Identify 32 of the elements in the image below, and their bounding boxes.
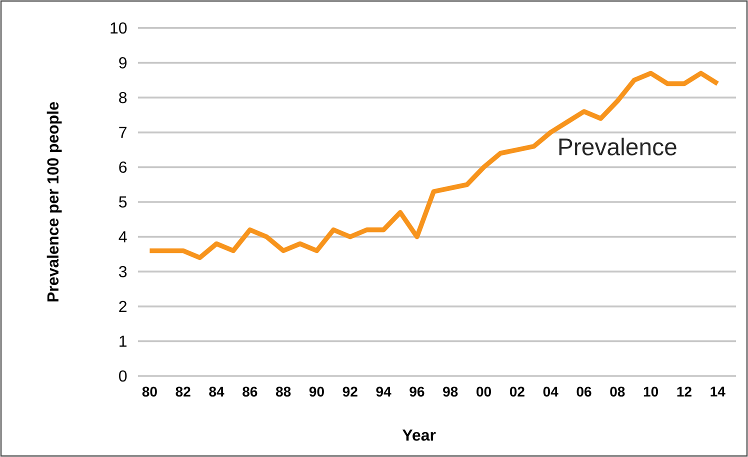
x-tick-label: 00 [476,386,491,397]
x-tick-label: 84 [209,386,224,397]
series-label: Prevalence [559,138,676,156]
x-tick-label: 82 [176,386,190,397]
y-tick-label: 3 [119,266,127,278]
x-tick-label: 02 [510,386,524,397]
x-tick-label: 12 [677,386,692,396]
x-tick-label: 92 [342,386,358,397]
x-tick-label: 10 [644,386,658,397]
y-tick-label: 5 [119,196,127,208]
x-tick-label: 88 [276,386,291,397]
x-tick-label: 94 [376,386,392,397]
y-tick-label: 6 [119,162,127,173]
x-tick-label: 04 [543,386,558,397]
y-axis-title: Prevalence per 100 people [46,102,62,302]
x-tick-label: 14 [710,386,726,396]
y-tick-label: 7 [119,126,126,138]
y-tick-label: 1 [120,336,127,347]
y-tick-label: 9 [119,57,127,68]
y-tick-label: 10 [110,22,127,34]
x-tick-label: 90 [309,386,324,397]
y-tick-label: 4 [118,231,127,242]
y-tick-label: 0 [119,370,127,382]
x-tick-label: 08 [610,386,625,397]
x-axis-title: Year [402,430,436,441]
x-tick-label: 98 [443,386,458,397]
x-tick-label: 86 [242,386,258,397]
x-tick-label: 80 [142,386,157,397]
y-tick-label: 2 [119,300,126,312]
y-tick-label: 8 [119,92,127,104]
x-tick-label: 06 [576,386,592,397]
x-tick-label: 96 [410,386,424,397]
